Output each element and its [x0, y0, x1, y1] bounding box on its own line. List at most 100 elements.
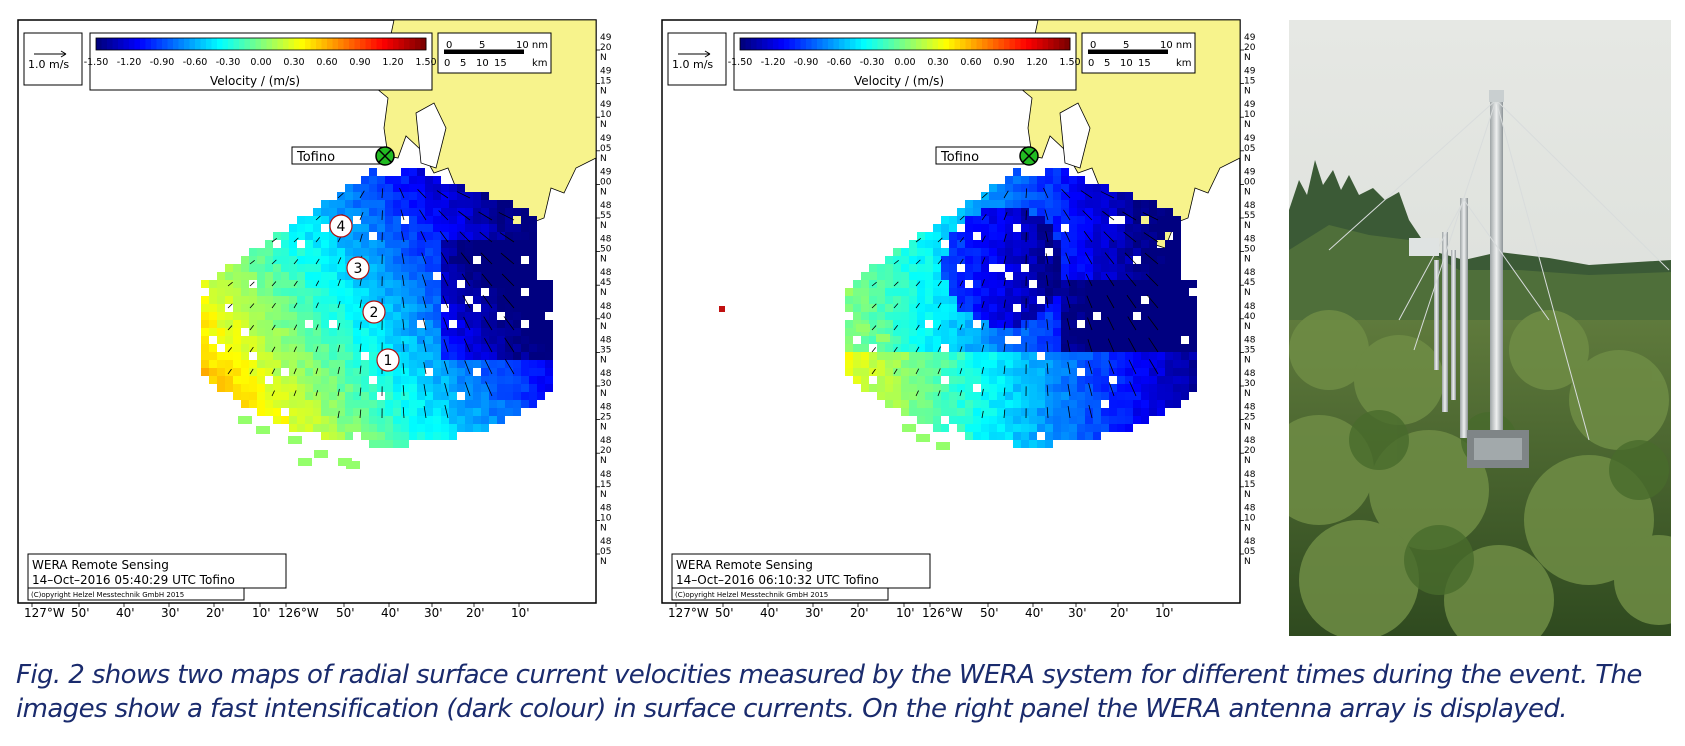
velocity-cell: [281, 328, 289, 336]
velocity-cell: [521, 352, 529, 360]
velocity-cell: [1117, 344, 1125, 352]
velocity-cell: [265, 248, 273, 256]
velocity-cell: [941, 248, 949, 256]
velocity-cell: [409, 240, 417, 248]
velocity-cell: [249, 304, 257, 312]
velocity-cell: [281, 272, 289, 280]
velocity-cell: [957, 392, 965, 400]
velocity-cell: [417, 184, 425, 192]
velocity-arrow: [893, 303, 899, 309]
velocity-cell: [361, 216, 369, 224]
velocity-cell: [457, 344, 465, 352]
velocity-cell: [417, 432, 425, 440]
velocity-arrow: [422, 296, 427, 309]
velocity-cell: [1069, 192, 1077, 200]
velocity-arrow: [359, 190, 365, 199]
velocity-cell: [1029, 192, 1037, 200]
velocity-cell: [1077, 384, 1085, 392]
velocity-arrow: [937, 302, 942, 309]
velocity-cell: [401, 432, 409, 440]
velocity-cell: [917, 256, 925, 264]
velocity-cell: [1077, 240, 1085, 248]
velocity-cell: [289, 352, 297, 360]
colorbar-segment: [261, 38, 267, 50]
velocity-cell: [1125, 296, 1133, 304]
velocity-cell: [997, 240, 1005, 248]
velocity-cell: [345, 320, 353, 328]
velocity-cell: [1061, 296, 1069, 304]
velocity-cell: [1061, 184, 1069, 192]
velocity-cell: [1117, 240, 1125, 248]
velocity-cell: [965, 408, 973, 416]
velocity-cell: [981, 296, 989, 304]
velocity-arrow: [937, 324, 942, 331]
velocity-cell: [513, 376, 521, 384]
velocity-cell: [981, 216, 989, 224]
latitude-label: 55': [1244, 211, 1256, 221]
velocity-cell: [949, 248, 957, 256]
velocity-cell: [393, 232, 401, 240]
velocity-cell: [449, 240, 457, 248]
velocity-cell: [369, 440, 377, 448]
velocity-cell: [281, 256, 289, 264]
velocity-cell: [457, 240, 465, 248]
velocity-cell: [265, 240, 273, 248]
colorbar-segment: [883, 38, 889, 50]
velocity-cell: [869, 328, 877, 336]
velocity-cell: [297, 312, 305, 320]
velocity-cell: [845, 360, 853, 368]
colorbar-segment: [316, 38, 322, 50]
velocity-cell: [257, 264, 265, 272]
velocity-cell: [233, 336, 241, 344]
latitude-label: 00': [600, 177, 612, 187]
velocity-cell: [513, 304, 521, 312]
colorbar-segment: [756, 38, 763, 50]
velocity-cell: [1157, 312, 1165, 320]
velocity-cell: [1093, 216, 1101, 224]
velocity-cell: [1053, 432, 1061, 440]
velocity-cell: [1149, 360, 1157, 368]
velocity-cell: [281, 360, 289, 368]
velocity-cell: [917, 328, 925, 336]
velocity-cell: [465, 264, 473, 272]
velocity-cell: [885, 304, 893, 312]
velocity-cell: [845, 320, 853, 328]
velocity-cell: [1005, 176, 1013, 184]
velocity-cell: [1029, 240, 1037, 248]
velocity-cell: [393, 392, 401, 400]
velocity-cell: [513, 264, 521, 272]
velocity-cell: [313, 248, 321, 256]
colorbar-segment: [123, 38, 130, 50]
colorbar-tick-label: -0.90: [794, 57, 819, 68]
velocity-cell: [989, 344, 997, 352]
velocity-cell: [417, 400, 425, 408]
velocity-cell: [933, 384, 941, 392]
colorbar-segment: [228, 38, 234, 50]
velocity-cell: [1085, 264, 1093, 272]
velocity-cell: [385, 176, 393, 184]
velocity-arrow: [271, 238, 278, 243]
velocity-cell: [1133, 336, 1141, 344]
velocity-cell: [537, 368, 545, 376]
velocity-cell: [1061, 352, 1069, 360]
velocity-cell: [1101, 216, 1109, 224]
velocity-cell: [521, 232, 529, 240]
velocity-cell: [314, 450, 328, 458]
velocity-cell: [489, 232, 497, 240]
velocity-cell: [1149, 352, 1157, 360]
velocity-cell: [989, 328, 997, 336]
velocity-cell: [257, 304, 265, 312]
velocity-cell: [885, 368, 893, 376]
velocity-arrow: [1088, 404, 1093, 419]
velocity-cell: [313, 384, 321, 392]
velocity-cell: [1181, 352, 1189, 360]
velocity-arrow: [1107, 316, 1115, 331]
colorbar-segment: [740, 38, 746, 50]
velocity-cell: [481, 296, 489, 304]
velocity-cell: [949, 280, 957, 288]
velocity-cell: [297, 296, 305, 304]
velocity-cell: [449, 416, 457, 424]
velocity-cell: [1165, 344, 1173, 352]
velocity-cell: [433, 288, 441, 296]
latitude-label: 20': [1244, 446, 1256, 456]
